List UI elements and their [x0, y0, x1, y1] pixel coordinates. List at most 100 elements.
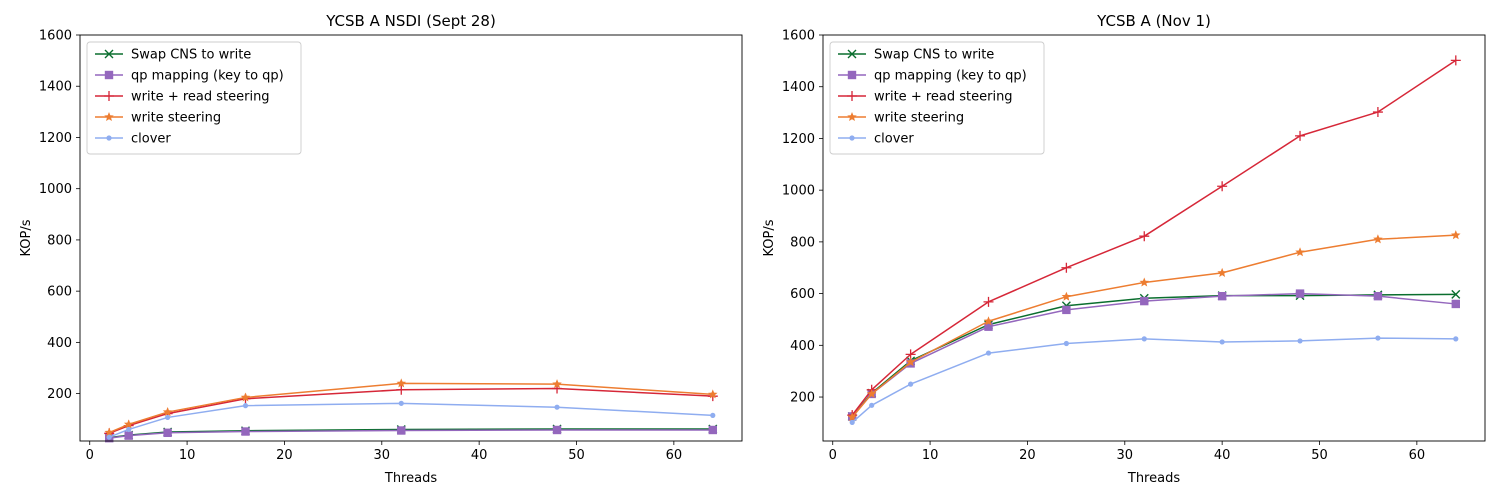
data-point	[905, 357, 916, 367]
data-point	[983, 296, 994, 307]
data-point	[396, 378, 407, 388]
legend-label: Swap CNS to write	[131, 48, 251, 63]
legend-marker-plus-icon	[104, 91, 114, 101]
legend-label: qp mapping (key to qp)	[131, 69, 284, 84]
chart-title: YCSB A (Nov 1)	[1096, 12, 1211, 30]
legend-box	[829, 41, 1045, 155]
legend-item-qp-mapping-key-to-qp: qp mapping (key to qp)	[838, 69, 1027, 84]
x-axis-label: Threads	[384, 471, 437, 486]
left-chart-panel: YCSB A NSDI (Sept 28) 0 10 20 30 40 50 60 200 400…	[19, 12, 743, 486]
legend-box	[86, 41, 302, 155]
legend-item-qp-mapping-key-to-qp: qp mapping (key to qp)	[95, 69, 284, 84]
y-tick-label: 1400	[39, 80, 72, 95]
axes-frame	[79, 34, 743, 442]
data-point	[1219, 339, 1225, 345]
data-point	[1373, 234, 1383, 244]
data-point	[1139, 277, 1150, 287]
data-point	[1453, 336, 1459, 342]
y-tick-label: 600	[47, 285, 72, 300]
legend-item-write-read-steering: write + read steering	[838, 90, 1013, 105]
y-tick-label: 200	[47, 387, 72, 402]
data-point	[983, 316, 994, 326]
data-point	[240, 392, 251, 402]
data-point	[1375, 335, 1381, 341]
legend-item-swap-cns-to-write: Swap CNS to write	[95, 48, 251, 63]
data-point	[1372, 107, 1383, 118]
y-axis-label: KOP/s	[762, 219, 777, 256]
data-point	[708, 389, 718, 399]
data-point	[849, 419, 855, 425]
y-tick-label: 1000	[782, 184, 815, 199]
legend-label: clover	[874, 132, 914, 147]
x-tick-label: 20	[1019, 448, 1036, 463]
data-point	[710, 412, 716, 418]
data-point	[241, 427, 250, 436]
legend: Swap CNS to write qp mapping (key to qp) w…	[86, 41, 302, 155]
data-point	[1061, 262, 1072, 273]
data-point	[1451, 299, 1460, 309]
legend-item-swap-cns-to-write: Swap CNS to write	[838, 48, 994, 63]
x-tick-label: 50	[568, 448, 585, 463]
series-line	[851, 292, 1456, 417]
legend-marker-x-icon	[104, 49, 114, 59]
legend-marker-x-icon	[847, 49, 857, 59]
series-line	[851, 234, 1456, 418]
series-clover	[849, 335, 1459, 425]
legend-marker-star-icon	[847, 112, 857, 122]
data-point	[908, 381, 914, 387]
data-point	[847, 412, 857, 422]
legend-item-clover: clover	[95, 132, 171, 147]
y-tick-label: 200	[790, 391, 815, 406]
x-axis-label: Threads	[1127, 471, 1180, 486]
y-tick-label: 400	[790, 339, 815, 354]
x-tick-label: 60	[666, 448, 683, 463]
series-write-steering	[847, 230, 1461, 422]
data-point	[1297, 338, 1303, 344]
x-tick-label: 30	[1117, 448, 1134, 463]
data-point	[1295, 130, 1306, 141]
x-tick-label: 10	[179, 448, 196, 463]
series-line	[851, 59, 1457, 416]
series-swap-cns-to-write	[847, 289, 1461, 421]
data-point	[124, 431, 133, 440]
data-point	[1063, 340, 1069, 347]
data-point	[552, 425, 562, 435]
data-point	[1061, 291, 1072, 301]
legend-item-write-steering: write steering	[838, 111, 964, 126]
x-tick-label: 50	[1311, 448, 1328, 463]
right-chart-panel: YCSB A (Nov 1) 0 10 20 30 40 50 60 200 400 600 800 1…	[762, 12, 1486, 486]
x-tick-label: 0	[86, 448, 94, 463]
legend-label: Swap CNS to write	[874, 48, 994, 63]
series-qp-mapping-key-to-qp	[848, 289, 1460, 421]
x-tick-label: 40	[1214, 448, 1231, 463]
data-point	[165, 414, 171, 421]
data-point	[1217, 181, 1228, 192]
data-point	[104, 427, 114, 437]
x-tick-label: 10	[922, 448, 939, 463]
legend-item-clover: clover	[838, 132, 914, 147]
data-point	[1141, 336, 1147, 342]
data-point	[163, 428, 172, 438]
axes-frame	[822, 34, 1486, 442]
data-point	[985, 350, 992, 356]
series-line	[851, 337, 1456, 423]
data-point	[1450, 55, 1461, 66]
y-tick-label: 600	[790, 287, 815, 302]
legend-label: write steering	[874, 111, 964, 126]
data-point	[552, 379, 562, 389]
data-point	[126, 426, 132, 433]
data-point	[1217, 291, 1227, 301]
data-point	[984, 322, 993, 331]
y-tick-label: 1200	[782, 132, 815, 147]
legend-item-write-read-steering: write + read steering	[95, 90, 270, 105]
x-tick-label: 60	[1409, 448, 1426, 463]
series-clover	[106, 400, 716, 440]
data-point	[123, 419, 134, 429]
y-tick-label: 1400	[782, 80, 815, 95]
legend-marker-dot-icon	[849, 135, 855, 141]
legend-label: write + read steering	[874, 90, 1013, 105]
legend-marker-dot-icon	[106, 135, 112, 141]
legend-marker-star-icon	[104, 112, 114, 122]
y-tick-label: 1000	[39, 182, 72, 197]
data-point	[708, 425, 717, 435]
